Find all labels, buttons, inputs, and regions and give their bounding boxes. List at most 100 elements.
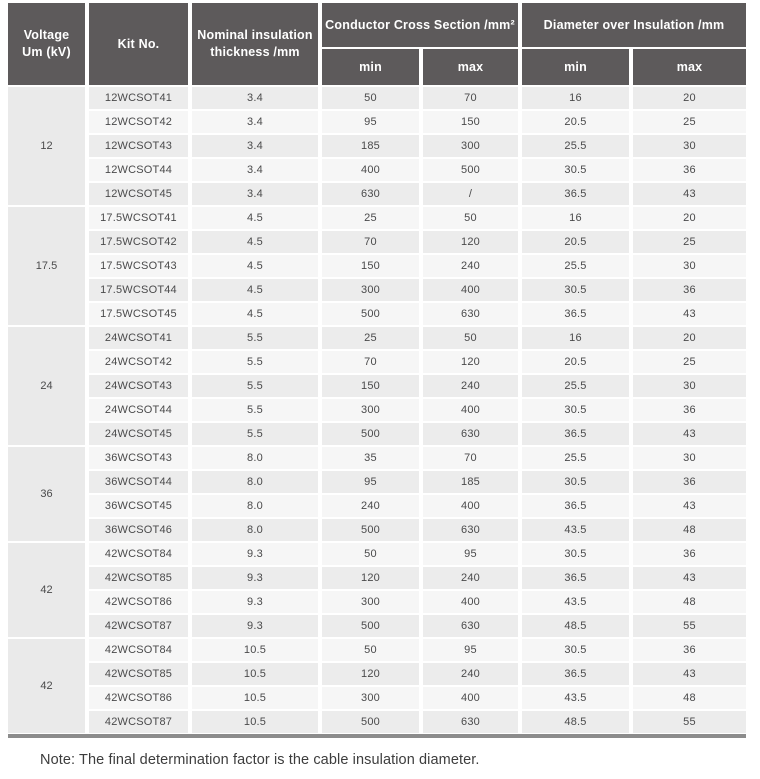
cell-ccs-max: 70 [423, 447, 518, 469]
cell-ccs-min: 25 [322, 207, 419, 229]
cell-kit-no: 12WCSOT42 [89, 111, 188, 133]
cell-doi-min: 20.5 [522, 231, 629, 253]
cell-doi-max: 20 [633, 327, 746, 349]
cell-doi-min: 48.5 [522, 615, 629, 637]
cell-kit-no: 24WCSOT45 [89, 423, 188, 445]
cell-ccs-max: 240 [423, 375, 518, 397]
cell-doi-min: 36.5 [522, 183, 629, 205]
cell-ccs-min: 500 [322, 303, 419, 325]
cell-kit-no: 17.5WCSOT45 [89, 303, 188, 325]
cell-kit-no: 12WCSOT45 [89, 183, 188, 205]
subcol-header-ccs-max: max [423, 49, 518, 85]
cell-ccs-min: 25 [322, 327, 419, 349]
cell-doi-max: 36 [633, 543, 746, 565]
cell-ccs-min: 400 [322, 159, 419, 181]
cell-kit-no: 36WCSOT46 [89, 519, 188, 541]
cell-ccs-max: 400 [423, 279, 518, 301]
cell-doi-min: 36.5 [522, 495, 629, 517]
cell-doi-max: 36 [633, 639, 746, 661]
cell-thickness: 3.4 [192, 183, 318, 205]
cell-doi-min: 36.5 [522, 303, 629, 325]
spec-table: Voltage Um (kV) Kit No. Nominal insulati… [8, 3, 746, 738]
voltage-group-cell-1: 17.5 [8, 207, 85, 325]
cell-ccs-max: 95 [423, 543, 518, 565]
cell-doi-min: 48.5 [522, 711, 629, 733]
cell-ccs-min: 300 [322, 687, 419, 709]
cell-thickness: 5.5 [192, 423, 318, 445]
cell-kit-no: 24WCSOT41 [89, 327, 188, 349]
cell-thickness: 10.5 [192, 639, 318, 661]
cell-doi-min: 30.5 [522, 471, 629, 493]
cell-thickness: 3.4 [192, 159, 318, 181]
cell-thickness: 9.3 [192, 615, 318, 637]
voltage-group-cell-0: 12 [8, 87, 85, 205]
cell-thickness: 3.4 [192, 87, 318, 109]
cell-kit-no: 42WCSOT85 [89, 663, 188, 685]
cell-ccs-max: 630 [423, 519, 518, 541]
col-header-kit-no: Kit No. [89, 3, 188, 85]
cell-thickness: 5.5 [192, 327, 318, 349]
cell-ccs-min: 300 [322, 279, 419, 301]
col-header-thickness-line1: Nominal insulation [197, 28, 313, 43]
col-header-voltage-line2: Um (kV) [22, 45, 71, 59]
cell-ccs-min: 500 [322, 711, 419, 733]
cell-ccs-max: 630 [423, 615, 518, 637]
cell-ccs-min: 630 [322, 183, 419, 205]
cell-thickness: 9.3 [192, 567, 318, 589]
cell-kit-no: 36WCSOT44 [89, 471, 188, 493]
cell-doi-max: 25 [633, 351, 746, 373]
cell-doi-min: 30.5 [522, 639, 629, 661]
cell-kit-no: 12WCSOT44 [89, 159, 188, 181]
cell-ccs-max: 630 [423, 303, 518, 325]
cell-doi-min: 36.5 [522, 423, 629, 445]
voltage-group-cell-5: 42 [8, 639, 85, 733]
cell-ccs-max: 185 [423, 471, 518, 493]
cell-ccs-min: 185 [322, 135, 419, 157]
cell-ccs-max: 400 [423, 591, 518, 613]
cell-doi-min: 16 [522, 207, 629, 229]
cell-ccs-min: 150 [322, 375, 419, 397]
cell-thickness: 8.0 [192, 447, 318, 469]
cell-thickness: 3.4 [192, 111, 318, 133]
cell-doi-max: 25 [633, 111, 746, 133]
cell-thickness: 4.5 [192, 279, 318, 301]
table-note: Note: The final determination factor is … [40, 752, 480, 768]
cell-doi-max: 30 [633, 375, 746, 397]
cell-ccs-max: 120 [423, 351, 518, 373]
cell-doi-max: 20 [633, 87, 746, 109]
cell-doi-min: 20.5 [522, 111, 629, 133]
col-header-diameter-over-insulation: Diameter over Insulation /mm [522, 3, 746, 47]
cell-thickness: 8.0 [192, 495, 318, 517]
cell-doi-max: 43 [633, 303, 746, 325]
cell-thickness: 9.3 [192, 591, 318, 613]
cell-ccs-max: 630 [423, 423, 518, 445]
cell-ccs-max: / [423, 183, 518, 205]
cell-ccs-max: 400 [423, 399, 518, 421]
cell-kit-no: 42WCSOT87 [89, 615, 188, 637]
cell-doi-min: 16 [522, 87, 629, 109]
cell-doi-min: 25.5 [522, 255, 629, 277]
cell-doi-max: 43 [633, 663, 746, 685]
cell-kit-no: 42WCSOT84 [89, 543, 188, 565]
cell-ccs-min: 500 [322, 519, 419, 541]
cell-thickness: 5.5 [192, 375, 318, 397]
cell-thickness: 4.5 [192, 207, 318, 229]
cell-doi-max: 43 [633, 567, 746, 589]
col-header-conductor-cross-section-label: Conductor Cross Section /mm² [325, 17, 515, 32]
cell-ccs-min: 500 [322, 615, 419, 637]
col-header-diameter-over-insulation-label: Diameter over Insulation /mm [543, 17, 725, 32]
cell-ccs-min: 95 [322, 471, 419, 493]
cell-ccs-min: 500 [322, 423, 419, 445]
cell-doi-max: 43 [633, 423, 746, 445]
cell-kit-no: 12WCSOT41 [89, 87, 188, 109]
cell-thickness: 5.5 [192, 399, 318, 421]
cell-doi-max: 36 [633, 279, 746, 301]
cell-thickness: 3.4 [192, 135, 318, 157]
cell-ccs-max: 630 [423, 711, 518, 733]
cell-doi-min: 43.5 [522, 687, 629, 709]
col-header-kit-no-label: Kit No. [117, 36, 160, 51]
cell-thickness: 10.5 [192, 687, 318, 709]
voltage-group-cell-4: 42 [8, 543, 85, 637]
col-header-thickness: Nominal insulation thickness /mm [192, 3, 318, 85]
